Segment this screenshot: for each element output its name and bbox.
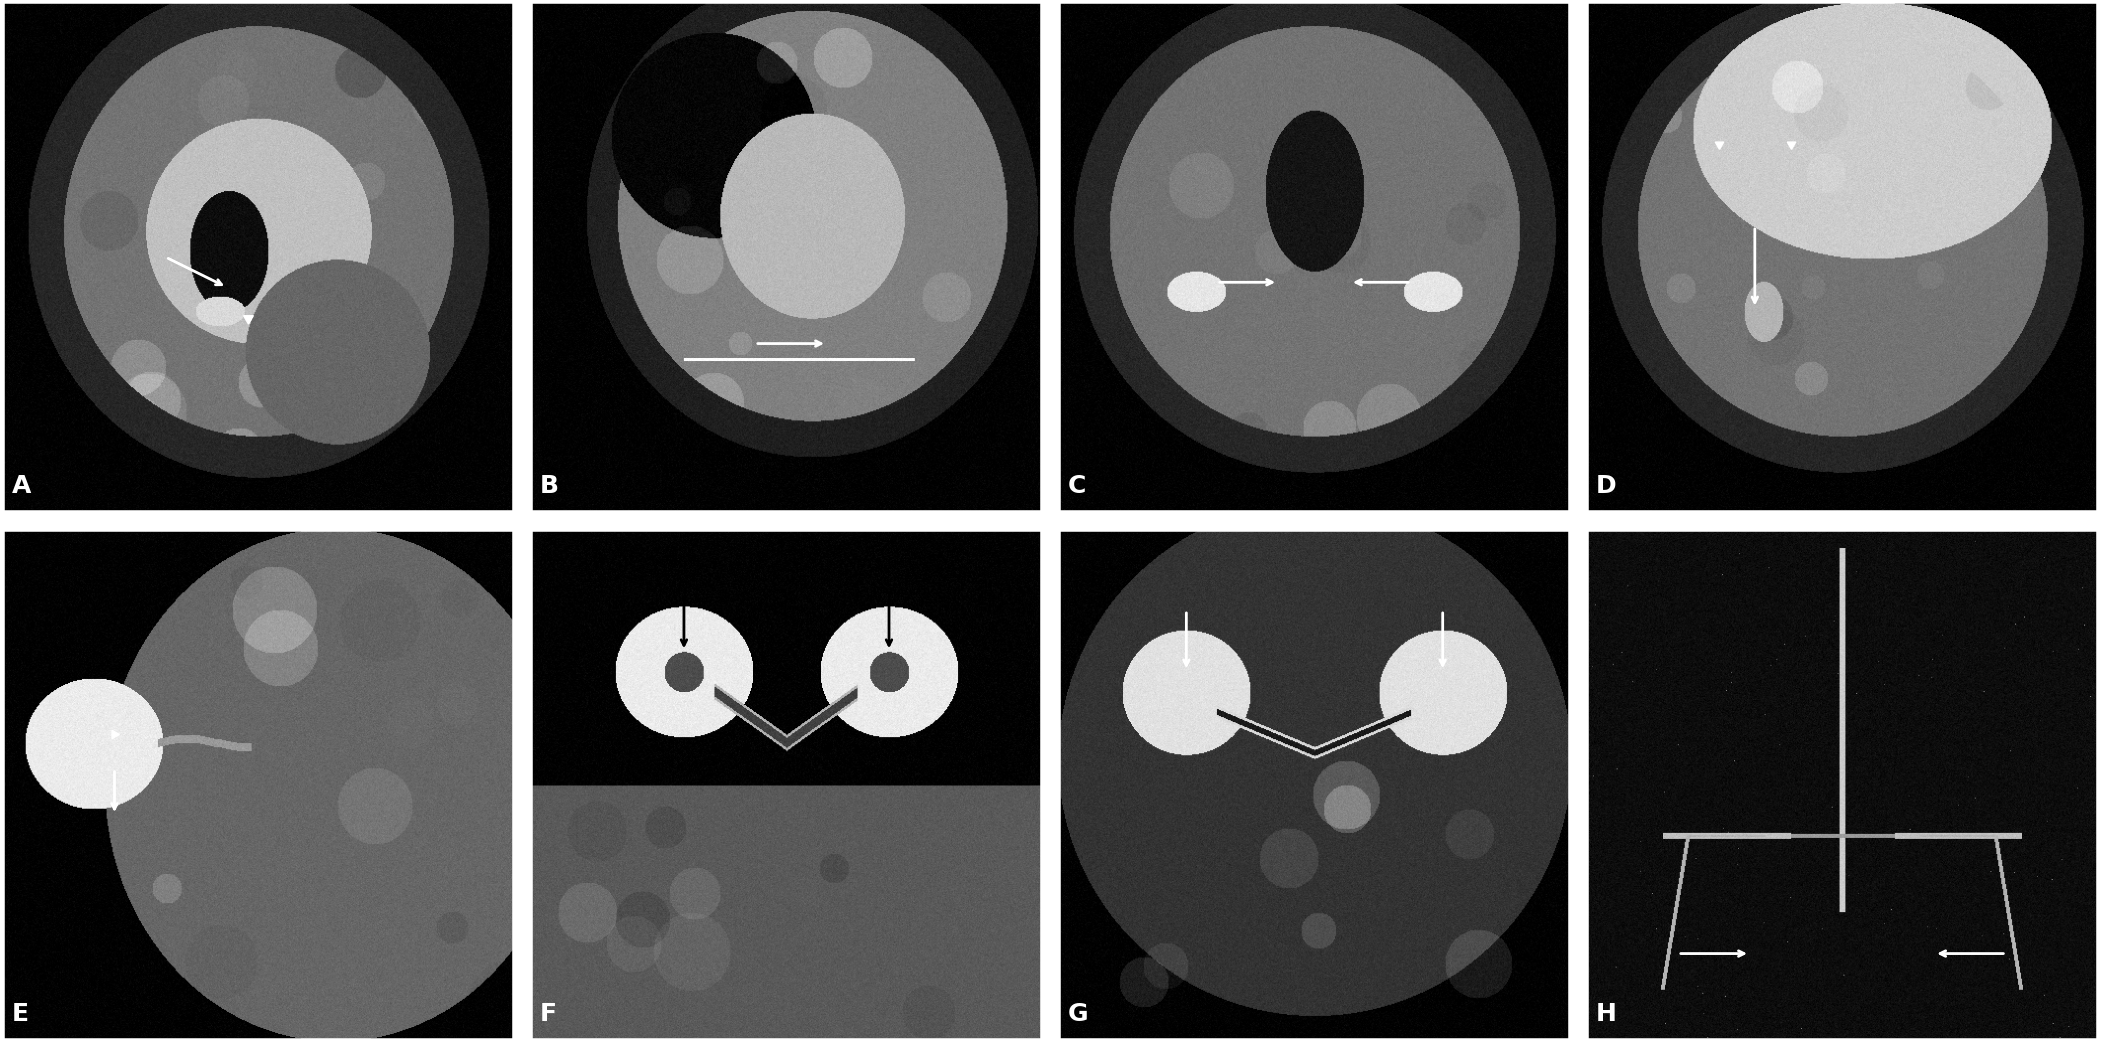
Text: F: F: [540, 1002, 557, 1026]
Text: G: G: [1067, 1002, 1088, 1026]
Text: B: B: [540, 474, 559, 498]
Text: D: D: [1597, 474, 1616, 498]
Text: E: E: [13, 1002, 29, 1026]
Text: C: C: [1067, 474, 1086, 498]
Text: H: H: [1597, 1002, 1618, 1026]
Text: A: A: [13, 474, 32, 498]
